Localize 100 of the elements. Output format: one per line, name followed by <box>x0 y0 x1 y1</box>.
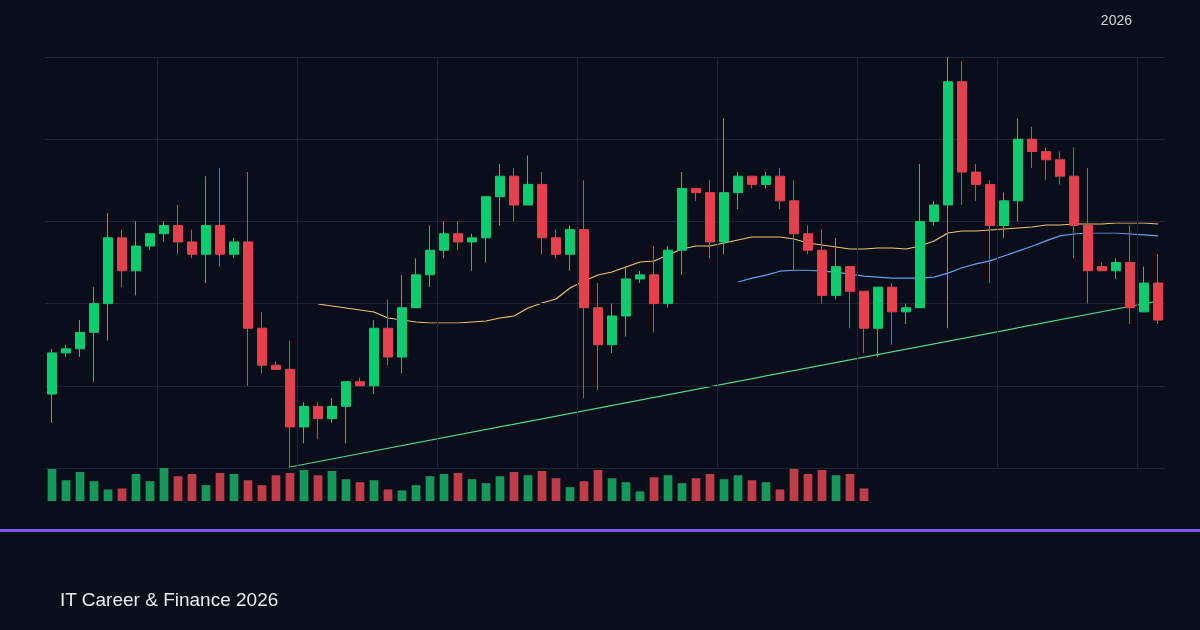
bar <box>537 470 547 501</box>
bar <box>691 478 701 501</box>
candlestick <box>579 179 589 399</box>
candlestick <box>243 171 253 387</box>
bar <box>817 469 827 501</box>
candlestick <box>1125 225 1135 325</box>
candlestick <box>271 360 281 370</box>
text: IT Career & Finance 2026 <box>60 589 279 611</box>
bar <box>159 468 169 501</box>
bar <box>481 483 491 501</box>
candlestick <box>775 167 785 210</box>
candlestick <box>607 303 617 354</box>
bar <box>145 481 155 501</box>
candlestick <box>89 286 99 383</box>
candlestick <box>971 163 981 202</box>
bar <box>495 476 505 501</box>
bar <box>229 473 239 501</box>
candlestick <box>831 237 841 300</box>
candlestick <box>999 192 1009 239</box>
bar <box>47 468 57 501</box>
bar <box>775 489 785 501</box>
candlestick <box>747 175 757 190</box>
bar <box>313 475 323 501</box>
candlestick <box>257 311 267 374</box>
candlestick <box>397 274 407 374</box>
bar <box>733 475 743 501</box>
candlestick <box>509 167 519 222</box>
candlestick <box>761 171 771 190</box>
bar <box>425 476 435 501</box>
candlestick <box>173 204 183 255</box>
bar <box>117 488 127 501</box>
bar <box>285 472 295 501</box>
candlestick <box>733 171 743 210</box>
bar <box>677 483 687 501</box>
candlestick <box>1139 266 1149 313</box>
candlestick <box>481 196 491 263</box>
candlestick <box>411 257 421 309</box>
bar <box>467 479 477 501</box>
candlestick <box>453 220 463 251</box>
candlestick <box>383 298 393 366</box>
candlestick <box>425 225 435 288</box>
bar <box>579 481 589 501</box>
candlestick <box>1027 126 1037 169</box>
candlestick <box>845 266 855 329</box>
bar <box>509 471 519 501</box>
candlestick <box>649 245 659 333</box>
candlestick <box>1097 262 1107 272</box>
candlestick <box>285 340 295 469</box>
bar <box>271 475 281 501</box>
bar <box>719 479 729 501</box>
bar <box>859 488 869 501</box>
candlestick <box>565 225 575 272</box>
bar <box>803 473 813 501</box>
bar <box>201 485 211 501</box>
candlestick <box>369 319 379 395</box>
candlestick <box>523 155 533 206</box>
text: 2026 <box>1100 12 1132 28</box>
bar <box>607 478 617 501</box>
candlestick <box>705 179 715 259</box>
bar <box>341 479 351 501</box>
bar <box>355 482 365 501</box>
bar <box>187 473 197 501</box>
bar <box>411 485 421 501</box>
bar <box>789 468 799 501</box>
bar <box>61 480 71 501</box>
candlestick <box>495 163 505 227</box>
candlestick <box>1055 151 1065 185</box>
candlestick <box>75 319 85 358</box>
bar <box>845 473 855 501</box>
candlestick <box>887 282 897 346</box>
candlestick <box>1013 118 1023 222</box>
bar <box>131 473 141 501</box>
candlestick <box>117 229 127 288</box>
candlestick <box>229 237 239 259</box>
bar <box>761 482 771 501</box>
bar <box>565 487 575 501</box>
bar <box>299 469 309 501</box>
candlestick <box>187 229 197 259</box>
candlestick <box>1153 253 1163 325</box>
candlestick <box>201 175 211 284</box>
bar <box>747 480 757 501</box>
candlestick <box>915 163 925 309</box>
bar <box>243 480 253 501</box>
bar <box>649 477 659 501</box>
candlestick <box>551 229 561 259</box>
candlestick <box>103 212 113 342</box>
bar <box>551 478 561 501</box>
bar <box>383 489 393 501</box>
bar <box>327 470 337 501</box>
candlestick <box>1069 146 1079 259</box>
candlestick <box>327 397 337 424</box>
bar <box>369 480 379 501</box>
bar <box>635 491 645 501</box>
bar <box>705 473 715 501</box>
candlestick <box>985 179 995 284</box>
candlestick <box>635 270 645 284</box>
candlestick <box>313 401 323 440</box>
candlestick <box>817 229 827 305</box>
candlestick <box>803 225 813 255</box>
bar <box>103 489 113 501</box>
